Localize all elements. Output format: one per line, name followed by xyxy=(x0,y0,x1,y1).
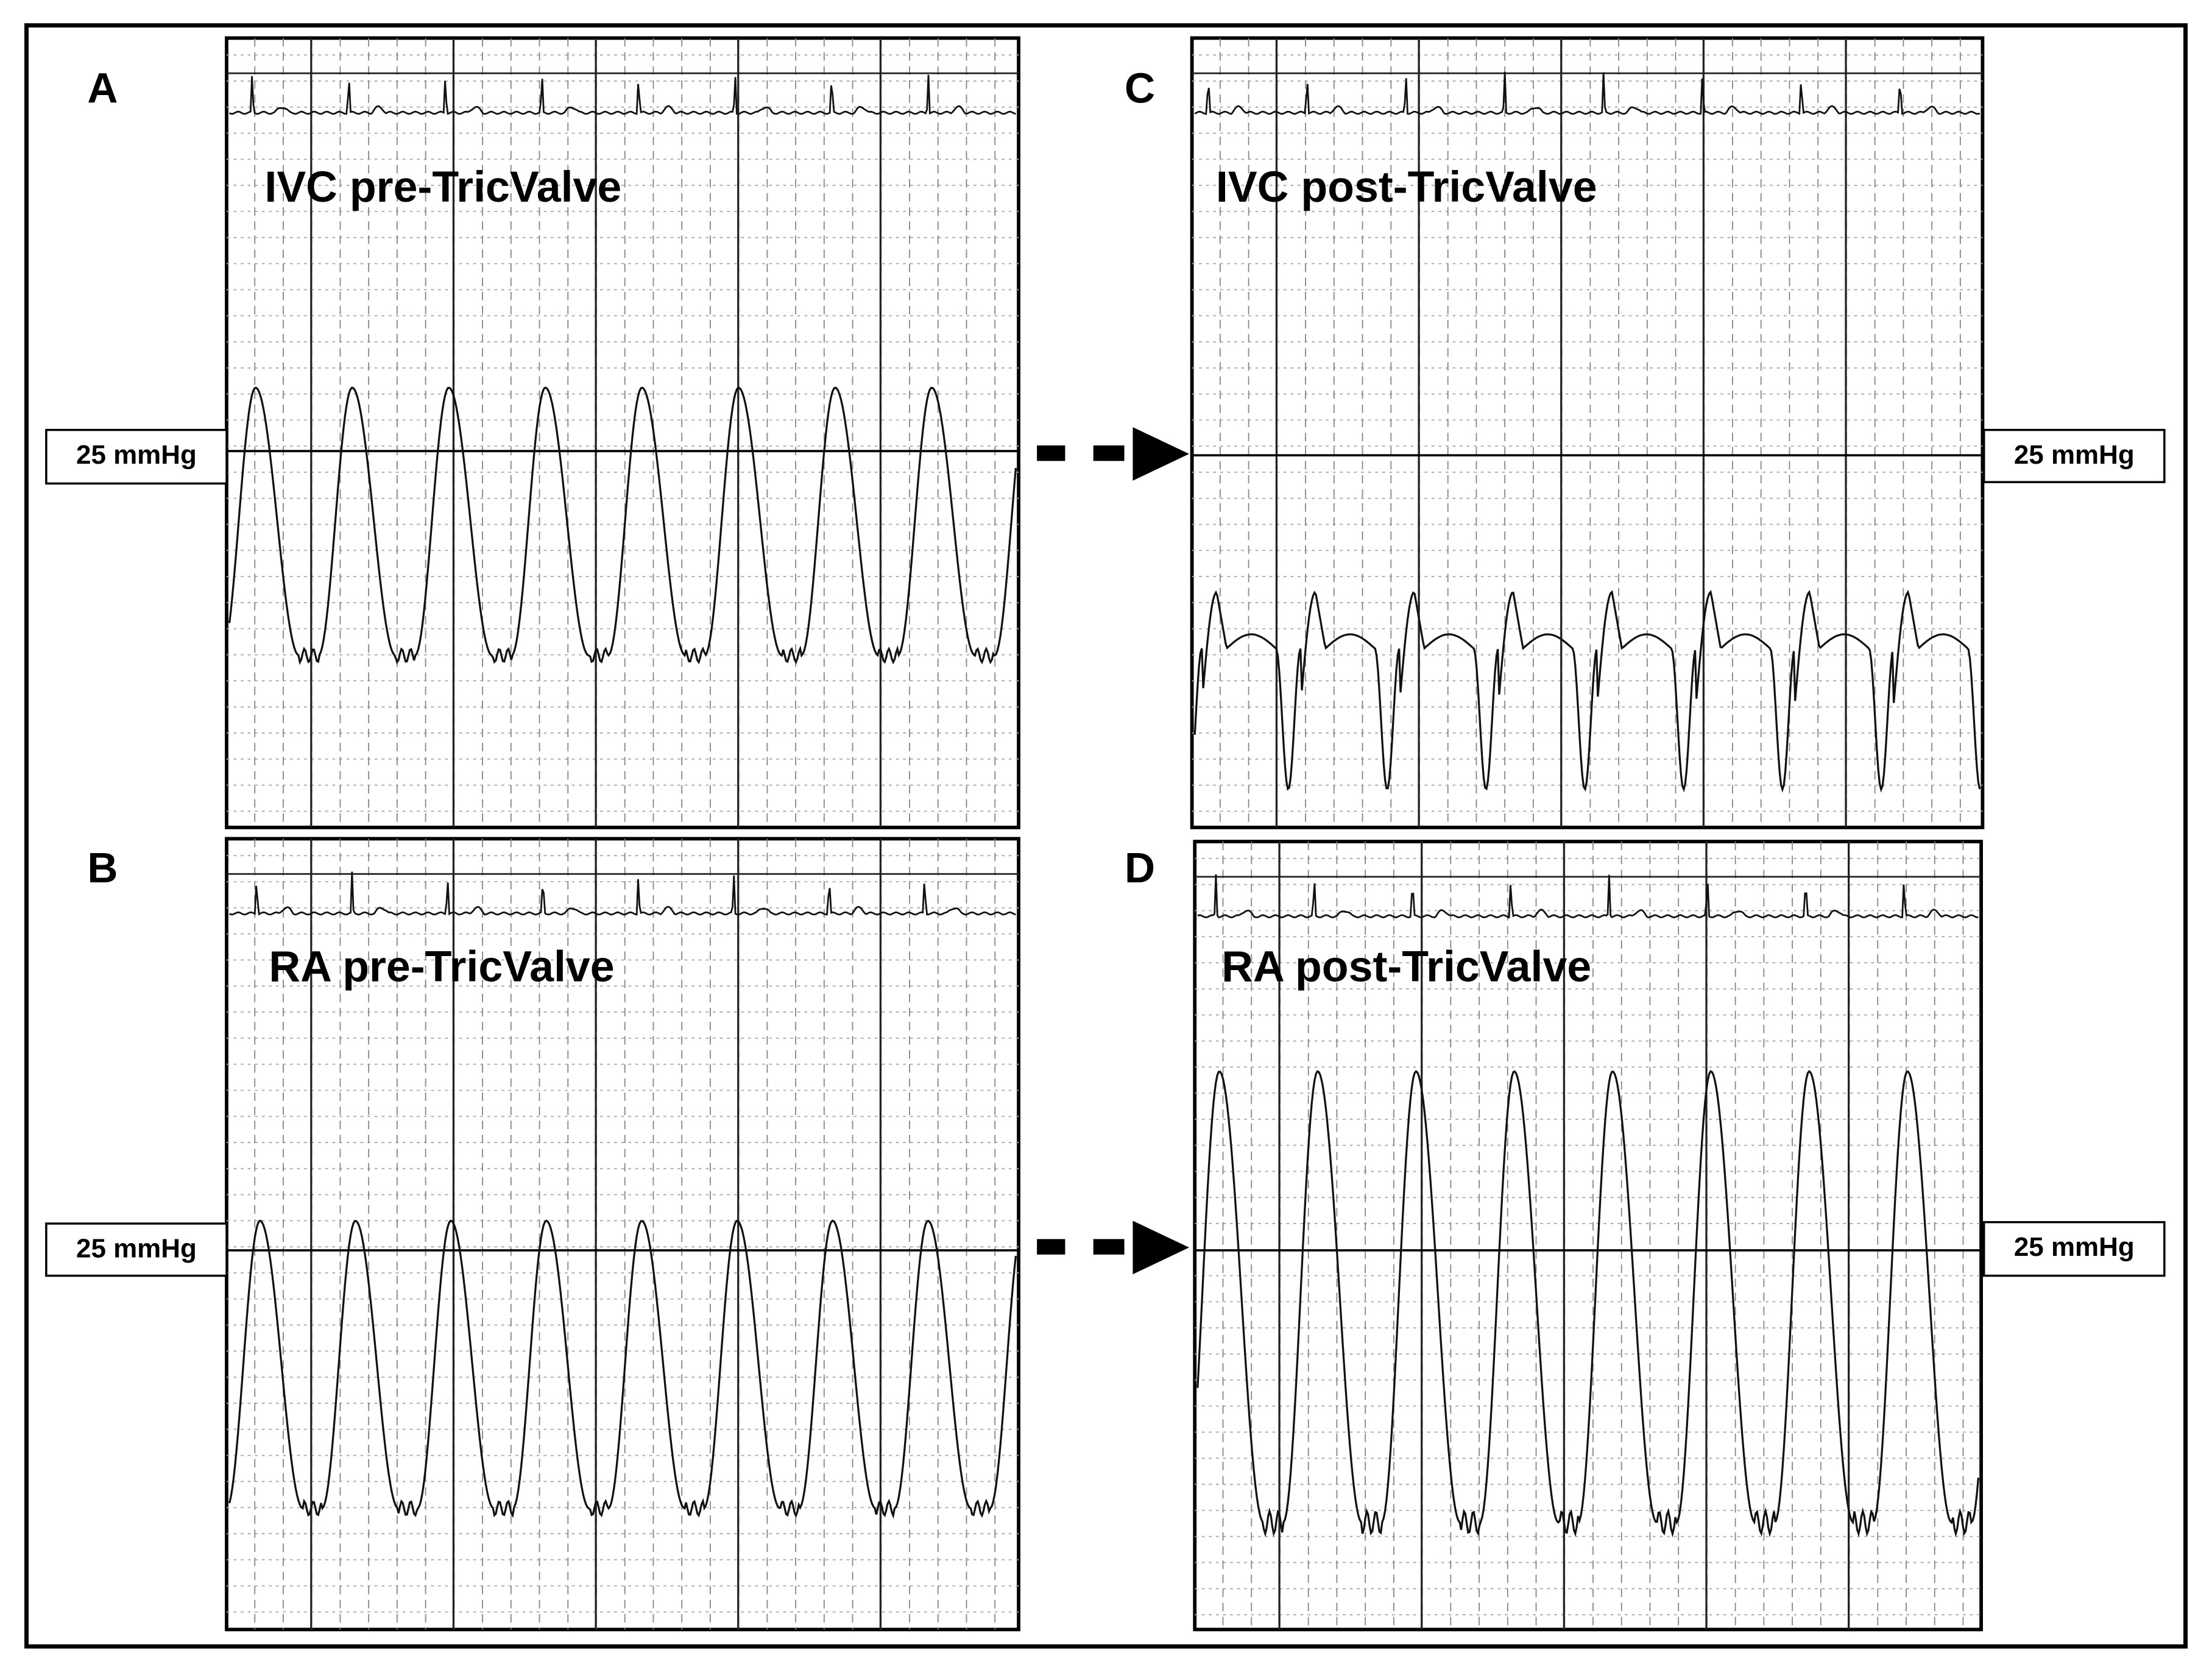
panel-title: RA post-TricValve xyxy=(1221,943,1591,991)
panel-letter: D xyxy=(1125,844,1155,891)
waveforms xyxy=(228,71,1981,1538)
panel-frame xyxy=(1190,36,1985,829)
arrow xyxy=(1037,427,1189,481)
pressure-trace xyxy=(228,1219,1017,1519)
ecg-trace xyxy=(228,74,1016,115)
panel-title: IVC pre-TricValve xyxy=(264,163,621,211)
panel-letter: C xyxy=(1125,65,1155,112)
panel-grid xyxy=(225,36,1020,829)
panel-title: RA pre-TricValve xyxy=(269,943,614,991)
scale-label: 25 mmHg xyxy=(2014,440,2135,470)
scale-label: 25 mmHg xyxy=(2014,1232,2135,1262)
pressure-trace xyxy=(1193,589,1981,793)
ecg-trace xyxy=(228,871,1016,916)
arrow xyxy=(1037,1221,1189,1275)
panel-frame xyxy=(1193,840,1983,1632)
panel-letter: B xyxy=(87,844,118,891)
panel-grid xyxy=(1190,36,1985,829)
panel-letter: A xyxy=(87,65,118,112)
scale-label: 25 mmHg xyxy=(76,1234,197,1264)
scale-box xyxy=(45,428,228,485)
pressure-trace xyxy=(1196,1069,1980,1538)
panel-frame xyxy=(225,36,1020,829)
scale-label: 25 mmHg xyxy=(76,440,197,470)
grids xyxy=(225,36,1985,1632)
scale-box xyxy=(1982,428,2166,483)
pressure-trace xyxy=(228,386,1017,665)
panel-grid xyxy=(1193,840,1983,1632)
ecg-trace xyxy=(1194,71,1981,115)
panel-title: IVC post-TricValve xyxy=(1216,163,1597,211)
panel-grid xyxy=(225,837,1020,1632)
ecg-trace xyxy=(1197,874,1979,919)
scale-box xyxy=(1982,1221,2166,1277)
scale-box xyxy=(45,1222,228,1277)
outer-border xyxy=(24,23,2188,1649)
